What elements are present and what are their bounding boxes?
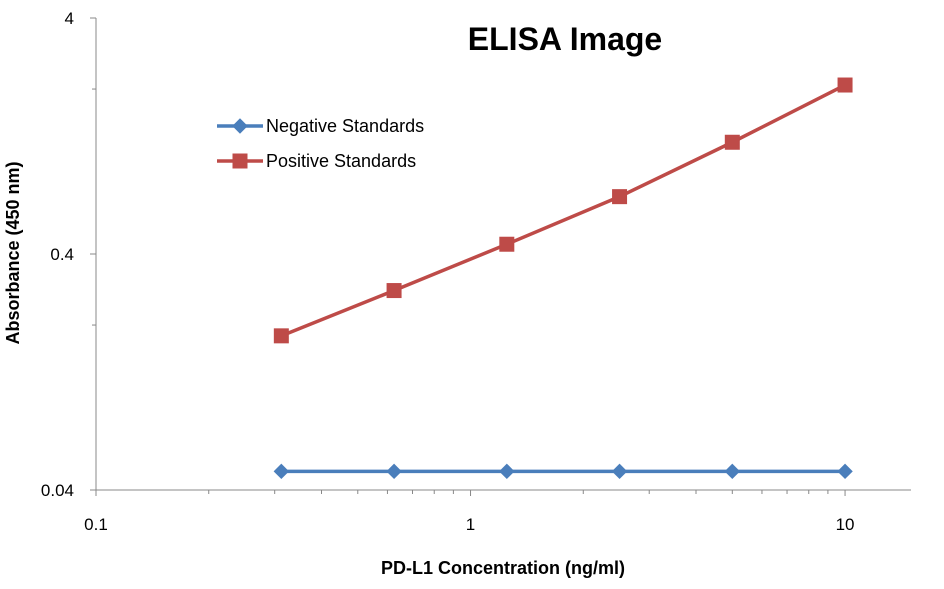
legend-label: Positive Standards [266, 151, 416, 171]
legend-marker [232, 153, 248, 169]
data-point [724, 134, 740, 150]
data-point [386, 463, 402, 480]
legend-label: Negative Standards [266, 116, 424, 136]
series-layer [273, 77, 853, 480]
series-line [280, 83, 846, 338]
data-point [499, 236, 515, 252]
y-axis-title: Absorbance (450 nm) [3, 161, 23, 344]
x-tick-label: 10 [836, 515, 855, 534]
x-tick-label: 1 [466, 515, 475, 534]
legend-item: Negative Standards [217, 116, 424, 136]
data-point [499, 463, 515, 480]
data-point [837, 77, 853, 93]
series-negative-standards [273, 463, 853, 480]
y-tick-label: 4 [65, 9, 74, 28]
data-point [837, 463, 853, 480]
chart-title: ELISA Image [468, 21, 662, 57]
y-tick-label: 0.4 [50, 245, 74, 264]
axes: 0.04 0.4 4 0.1 1 10 [41, 9, 911, 534]
legend-marker [232, 118, 248, 134]
data-point [724, 463, 741, 480]
data-point [611, 463, 628, 480]
y-tick-label: 0.04 [41, 481, 74, 500]
x-axis-title: PD-L1 Concentration (ng/ml) [381, 558, 625, 578]
legend: Negative Standards Positive Standards [217, 116, 424, 171]
data-point [386, 283, 402, 299]
data-point [273, 328, 289, 344]
data-point [612, 189, 628, 205]
legend-item: Positive Standards [217, 151, 416, 171]
series-positive-standards [273, 77, 853, 344]
data-point [273, 463, 290, 480]
x-tick-label: 0.1 [84, 515, 108, 534]
